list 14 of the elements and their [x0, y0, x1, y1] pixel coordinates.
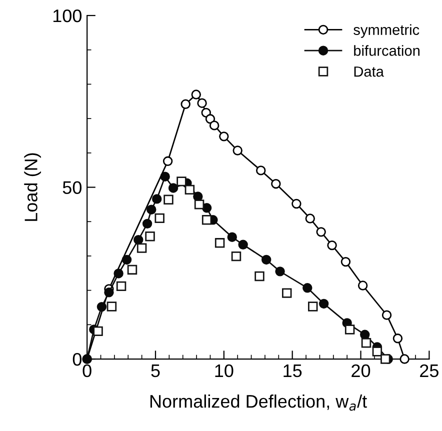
x-tick-label: 0	[82, 364, 92, 378]
x-tick-label: 20	[352, 364, 370, 378]
x-tick-label: 15	[284, 364, 302, 378]
x-tick-label: 25	[420, 364, 438, 378]
legend-label: Data	[354, 66, 384, 77]
y-tick-label: 100	[53, 9, 82, 22]
legend-label: bifurcation	[354, 45, 420, 56]
y-axis-title: Load (N)	[24, 153, 41, 221]
x-tick-label: 5	[151, 364, 160, 378]
x-axis-title: Normalized Deflection, w$_{a}$/t	[150, 394, 367, 411]
x-tick-label: 10	[215, 364, 234, 378]
legend-label: symmetric	[354, 24, 420, 38]
y-tick-label: 50	[62, 181, 82, 194]
y-tick-label: 0	[72, 352, 82, 366]
